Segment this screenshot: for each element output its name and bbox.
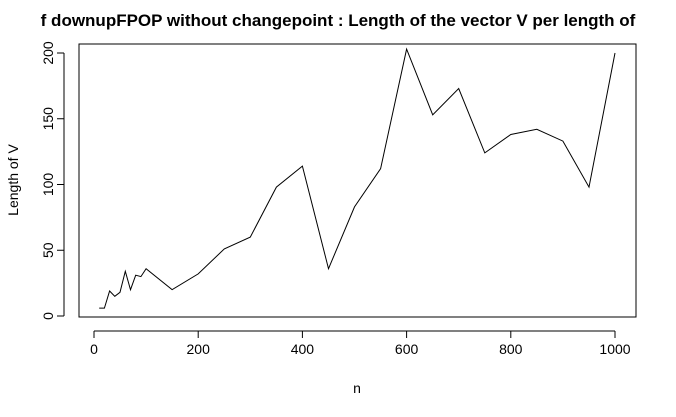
y-axis-label: Length of V [5, 144, 21, 216]
plot-area-frame [78, 43, 637, 318]
x-tick-label: 400 [291, 341, 315, 357]
y-tick-label: 200 [40, 41, 56, 65]
y-tick-label: 50 [40, 242, 56, 258]
x-tick-label: 200 [187, 341, 211, 357]
x-tick-label: 800 [499, 341, 523, 357]
y-tick-label: 0 [40, 312, 56, 320]
x-axis: 0 200 400 600 800 1000 [90, 330, 631, 357]
chart-title: f downupFPOP without changepoint : Lengt… [41, 11, 636, 30]
x-tick-label: 1000 [599, 341, 630, 357]
series-layer [99, 47, 616, 309]
y-axis: 0 50 100 150 200 [40, 41, 65, 320]
x-axis-label: n [353, 380, 361, 396]
y-tick-label: 100 [40, 173, 56, 197]
y-tick-label: 150 [40, 107, 56, 131]
x-tick-label: 0 [90, 341, 98, 357]
series-line [99, 47, 616, 309]
x-tick-label: 600 [395, 341, 419, 357]
